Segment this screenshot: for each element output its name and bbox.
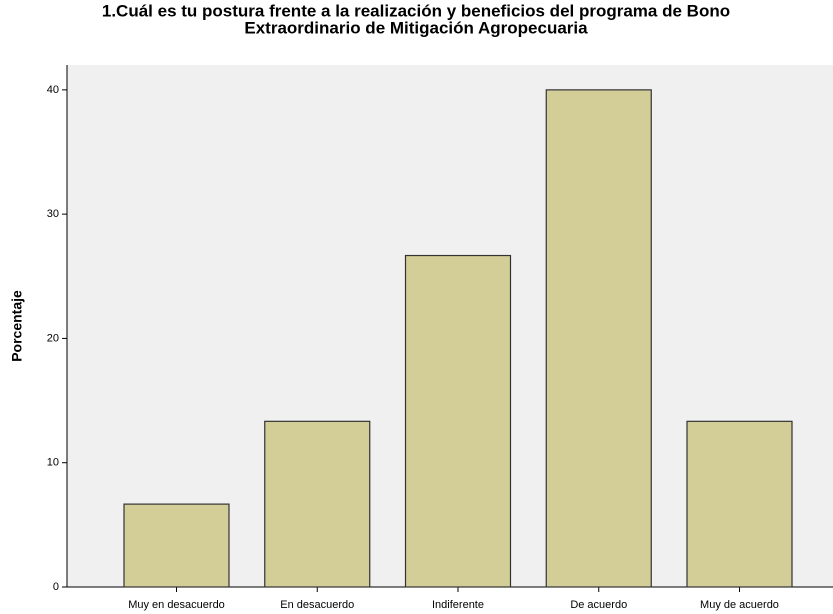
bar [404, 254, 512, 588]
x-tick-label: En desacuerdo [280, 599, 354, 611]
x-tick-label: De acuerdo [570, 599, 627, 611]
bar [686, 420, 793, 588]
y-tick-label: 10 [47, 457, 59, 469]
bar [123, 503, 230, 588]
chart-title-line: 1.Cuál es tu postura frente a la realiza… [102, 1, 730, 20]
y-tick-label: 20 [47, 332, 59, 344]
bar [264, 420, 371, 588]
chart-title-line: Extraordinario de Mitigación Agropecuari… [244, 18, 588, 37]
y-axis-label: Porcentaje [9, 290, 25, 362]
y-tick-label: 40 [47, 84, 59, 96]
x-tick-label: Muy en desacuerdo [128, 599, 225, 611]
bar [545, 89, 652, 588]
y-tick-label: 0 [53, 581, 59, 593]
y-tick-label: 30 [47, 208, 59, 220]
x-tick-label: Indiferente [432, 599, 484, 611]
x-tick-label: Muy de acuerdo [700, 599, 779, 611]
